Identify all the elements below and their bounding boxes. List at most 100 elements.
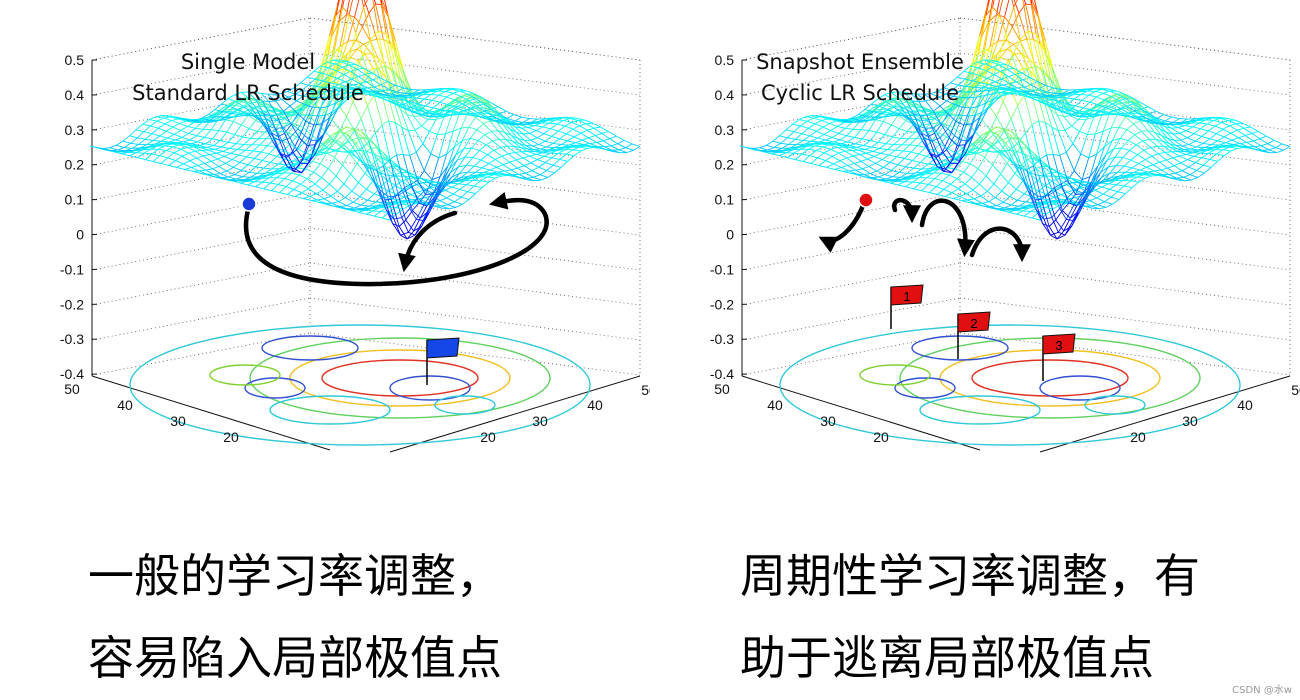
mesh-line (468, 98, 476, 102)
mesh-line (793, 152, 802, 155)
mesh-line (460, 191, 468, 198)
mesh-line (407, 130, 417, 153)
mesh-line (274, 137, 283, 142)
mesh-line (573, 132, 582, 138)
mesh-line (247, 181, 255, 186)
mesh-line (434, 109, 443, 114)
mesh-line (1188, 140, 1196, 146)
mesh-line (489, 120, 499, 131)
mesh-line (962, 114, 969, 117)
mesh-line (454, 140, 463, 148)
mesh-line (1006, 163, 1016, 174)
mesh-line (806, 120, 816, 125)
mesh-line (412, 92, 421, 94)
mesh-line (485, 144, 495, 151)
mesh-line (179, 144, 188, 148)
mesh-line (458, 88, 467, 92)
minimum-flag (426, 337, 460, 385)
mesh-line (899, 171, 908, 174)
mesh-line (1119, 129, 1128, 139)
mesh-line (956, 70, 964, 78)
mesh-line (147, 144, 156, 148)
mesh-line (324, 195, 331, 200)
mesh-line (463, 107, 471, 112)
mesh-line (189, 160, 199, 166)
mesh-line (225, 159, 233, 164)
mesh-line (187, 125, 196, 129)
mesh-line (325, 202, 334, 207)
mesh-line (183, 118, 192, 121)
mesh-line (963, 107, 971, 126)
mesh-line (1283, 146, 1291, 151)
mesh-line (247, 91, 257, 101)
mesh-line (278, 163, 287, 166)
mesh-line (354, 207, 363, 210)
mesh-line (1004, 204, 1012, 209)
mesh-line (455, 140, 463, 156)
mesh-line (357, 150, 366, 164)
mesh-line (463, 177, 472, 181)
mesh-line (354, 0, 360, 18)
mesh-line (191, 141, 199, 145)
mesh-line (817, 152, 825, 159)
mesh-line (417, 191, 426, 198)
mesh-line (335, 70, 345, 75)
mesh-line (483, 172, 492, 174)
mesh-line (298, 98, 308, 106)
mesh-line (296, 135, 305, 150)
mesh-line (854, 136, 863, 140)
mesh-line (549, 122, 558, 125)
mesh-line (992, 6, 1000, 15)
mesh-line (795, 138, 804, 141)
mesh-line (625, 143, 633, 149)
mesh-line (326, 95, 335, 98)
mesh-line (897, 91, 905, 93)
mesh-line (377, 190, 387, 210)
mesh-line (795, 159, 804, 163)
mesh-line (1016, 188, 1025, 195)
mesh-line (808, 145, 816, 150)
mesh-line (271, 163, 279, 170)
mesh-line (1070, 201, 1079, 206)
grid-line (309, 297, 641, 341)
mesh-line (876, 121, 884, 133)
mesh-line (484, 173, 493, 175)
mesh-line (117, 149, 126, 152)
mesh-line (371, 207, 380, 210)
mesh-line (964, 72, 972, 80)
mesh-line (801, 133, 810, 137)
contour-line (289, 349, 511, 407)
mesh-line (547, 148, 556, 151)
mesh-line (441, 109, 450, 112)
mesh-line (1105, 103, 1113, 108)
mesh-line (506, 114, 514, 119)
mesh-line (291, 172, 300, 176)
mesh-line (378, 30, 387, 35)
mesh-line (339, 129, 349, 141)
mesh-line (164, 120, 172, 125)
mesh-line (589, 143, 599, 148)
mesh-line (388, 88, 397, 93)
mesh-line (183, 141, 192, 145)
mesh-line (397, 187, 405, 195)
mesh-line (337, 132, 346, 141)
mesh-line (1214, 122, 1222, 127)
mesh-line (488, 159, 496, 164)
mesh-line (208, 149, 217, 154)
mesh-line (909, 144, 918, 147)
mesh-line (458, 164, 467, 168)
mesh-line (263, 162, 271, 169)
mesh-line (279, 192, 288, 195)
mesh-line (801, 148, 809, 155)
mesh-line (413, 217, 421, 232)
mesh-line (526, 124, 535, 127)
mesh-line (593, 126, 601, 129)
mesh-line (206, 145, 214, 148)
mesh-line (864, 176, 874, 180)
mesh-line (131, 144, 139, 149)
mesh-line (610, 143, 618, 147)
mesh-line (1118, 171, 1126, 177)
mesh-line (420, 115, 429, 121)
mesh-line (334, 48, 342, 53)
mesh-line (188, 119, 197, 123)
